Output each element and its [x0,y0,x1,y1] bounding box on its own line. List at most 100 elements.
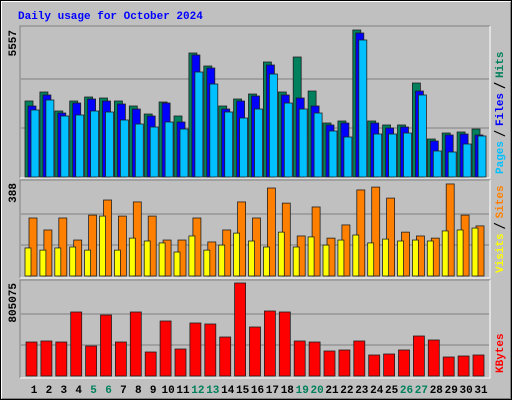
x-tick-label: 9 [150,385,157,397]
x-tick-label: 1 [31,385,38,397]
x-tick-label: 17 [266,385,279,397]
bar [218,244,226,277]
bar [224,111,234,178]
x-tick-label: 6 [105,385,112,397]
bar [283,102,293,178]
bar [323,350,336,377]
x-tick-label: 20 [310,385,323,397]
bar [328,130,338,178]
y-tick-label: 805075 [8,283,20,323]
bar [70,311,83,377]
x-tick-label: 21 [325,385,339,397]
y-tick-label: 388 [8,183,20,203]
bar [388,133,398,178]
legend-entry: Files [495,93,507,126]
legend-entry: Sites [495,185,507,218]
bar [427,339,440,377]
x-tick-label: 3 [60,385,67,397]
bar [356,189,366,277]
bar [99,215,106,277]
bar [397,240,404,277]
bar [386,197,396,277]
bar [144,351,157,377]
x-tick-label: 19 [296,385,309,397]
bar [149,126,159,178]
bar [120,119,129,178]
x-tick-label: 15 [236,385,250,397]
bar [477,135,487,178]
bevel [19,179,490,278]
bar [164,121,174,178]
bar [58,217,68,277]
bar [263,310,276,377]
bar [457,355,470,377]
x-tick-label: 11 [176,385,190,397]
bar [84,249,91,277]
x-tick-label: 30 [459,385,472,397]
x-tick-label: 5 [90,385,97,397]
bar [115,341,127,377]
bar [432,150,442,178]
bar [337,239,345,277]
bar [367,242,375,277]
bar [307,236,315,277]
bar [266,187,276,277]
bar [25,341,38,377]
bar [179,128,189,178]
bar [194,71,204,178]
bar [371,186,381,277]
x-tick-label: 31 [474,385,488,397]
legend: Pages Files Hits [493,52,507,174]
x-tick-label: 10 [161,385,174,397]
bar [278,311,291,377]
x-tick-label: 27 [415,385,428,397]
bar [398,349,410,377]
bar [442,356,455,377]
x-tick-label: 8 [135,385,142,397]
bar [55,341,68,377]
bar [188,235,196,277]
chart-title: Daily usage for October 2024 [18,11,203,23]
bar [40,340,53,377]
bar [249,326,261,377]
legend-entry: Visits [495,233,507,273]
x-tick-label: 4 [75,385,82,397]
bar [39,249,47,277]
legend-entry: KBytes [495,333,507,373]
bar [426,240,434,277]
x-tick-label: 25 [385,385,399,397]
bar [441,230,449,277]
bar [173,251,181,277]
bar [158,242,166,277]
bar [293,340,306,377]
bar [462,143,472,178]
bar [85,345,97,377]
bar [203,249,211,277]
bar [233,232,241,277]
bar [353,340,366,377]
bar [118,215,127,277]
bar [262,246,270,277]
bevel [20,280,491,379]
x-tick-label: 24 [370,385,384,397]
bar [234,282,247,377]
bar [69,246,77,277]
bar [128,237,136,277]
bar [403,132,412,178]
bar [30,109,40,178]
bar [472,354,485,377]
bar [471,227,479,277]
bar [447,151,457,178]
x-tick-label: 7 [120,385,127,397]
bar [209,83,219,178]
bar [114,249,121,277]
y-tick-label: 5557 [8,30,20,56]
bar [24,247,32,277]
bar [368,354,381,377]
bar [373,133,383,178]
bar [239,117,249,178]
x-tick-label: 16 [251,385,264,397]
bar [60,115,70,178]
